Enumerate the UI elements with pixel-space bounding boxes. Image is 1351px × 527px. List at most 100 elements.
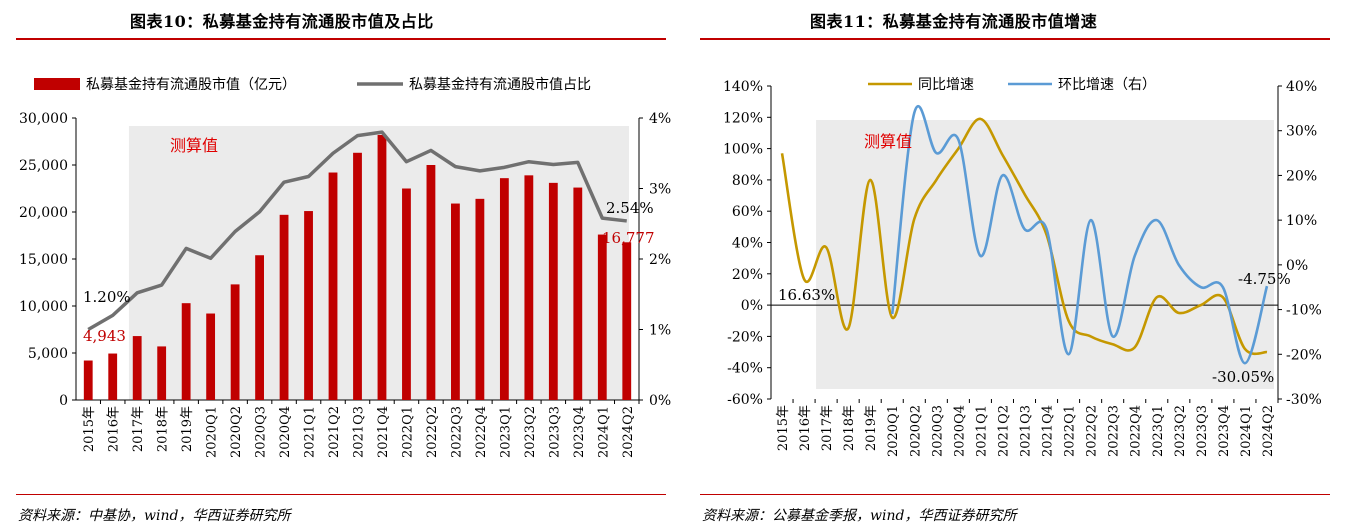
left-legend-bar-swatch (34, 78, 80, 90)
left-y2-tick-label: 2% (649, 252, 671, 268)
left-y2-tick-label: 0% (649, 393, 671, 409)
right-x-tick-label: 2022Q1 (1063, 405, 1078, 457)
right-y-tick-label: -20% (727, 329, 763, 345)
left-y-tick-label: 5,000 (28, 346, 68, 362)
left-share-line (87, 130, 627, 332)
right-x-tick-label: 2022Q3 (1107, 405, 1122, 457)
right-annotation-yoy-start: 16.63% (778, 286, 835, 304)
left-x-tick-label: 2023Q3 (547, 406, 562, 458)
right-y2-tick-label: -30% (1286, 392, 1322, 408)
left-x-tick-label: 2023Q2 (523, 406, 538, 458)
left-bar (279, 214, 289, 400)
left-bar (548, 182, 558, 400)
right-title-rule (700, 38, 1330, 40)
left-y2-tick-label: 1% (649, 323, 671, 339)
left-y-tick-label: 15,000 (19, 252, 68, 268)
left-x-tick-label: 2016年 (107, 406, 122, 452)
left-bar (83, 360, 93, 400)
right-y2-tick-label: -10% (1286, 303, 1322, 319)
right-y-tick-label: 140% (723, 79, 763, 95)
left-x-tick-label: 2021Q4 (376, 406, 391, 458)
left-bar (402, 188, 411, 400)
right-y-tick-label: 20% (732, 267, 763, 283)
left-estimate-label: 测算值 (170, 136, 218, 155)
right-x-tick-label: 2020Q1 (886, 405, 901, 457)
left-bar (622, 242, 632, 400)
left-bar (597, 234, 607, 400)
right-y-tick-label: 40% (732, 236, 763, 252)
right-x-tick-label: 2018年 (842, 405, 857, 451)
left-y2-tick-label: 3% (649, 182, 671, 198)
left-bar (426, 165, 436, 400)
right-annotation-qoq-end: -4.75% (1238, 270, 1291, 288)
left-x-tick-label: 2018年 (156, 406, 171, 452)
right-x-tick-label: 2022Q2 (1085, 405, 1100, 457)
left-title-rule (16, 38, 666, 40)
left-bar (524, 175, 534, 400)
right-shaded-estimate-region (816, 120, 1274, 389)
left-bar (108, 353, 118, 400)
right-x-tick-label: 2021Q3 (1019, 405, 1034, 457)
left-source-rule (16, 494, 666, 495)
left-bar (304, 211, 313, 400)
left-x-tick-label: 2020Q3 (254, 406, 269, 458)
right-chart-title: 图表11：私募基金持有流通股市值增速 (810, 12, 1098, 31)
right-x-tick-label: 2020Q2 (908, 405, 923, 457)
right-y2-tick-label: 10% (1286, 213, 1317, 229)
left-bar (206, 313, 216, 400)
right-x-tick-label: 2019年 (864, 405, 879, 451)
left-x-tick-label: 2021Q1 (303, 406, 318, 458)
right-y-tick-label: -40% (727, 361, 763, 377)
left-bar (573, 187, 583, 400)
left-chart-title: 图表10：私募基金持有流通股市值及占比 (130, 12, 434, 31)
left-x-tick-label: 2015年 (82, 406, 97, 452)
right-source-note: 资料来源：公募基金季报，wind，华西证券研究所 (702, 508, 1017, 524)
left-x-tick-label: 2022Q2 (425, 406, 440, 458)
right-legend-yoy-label: 同比增速 (918, 77, 974, 93)
left-x-tick-label: 2021Q2 (327, 406, 342, 458)
left-legend-line-label: 私募基金持有流通股市值占比 (409, 76, 591, 93)
left-bar (230, 284, 240, 400)
right-x-tick-label: 2023Q3 (1195, 405, 1210, 457)
left-y-tick-label: 0 (59, 393, 68, 409)
right-annotation-yoy-end: -30.05% (1212, 368, 1274, 386)
left-x-tick-label: 2023Q1 (498, 406, 513, 458)
right-y2-tick-label: -20% (1286, 347, 1322, 363)
right-y-tick-label: 0% (741, 298, 763, 314)
left-bar (132, 336, 142, 400)
left-x-tick-label: 2017年 (131, 406, 146, 452)
left-bar (377, 134, 387, 401)
right-x-tick-label: 2016年 (798, 405, 813, 451)
left-x-tick-label: 2022Q4 (474, 406, 489, 458)
right-x-tick-label: 2023Q1 (1151, 405, 1166, 457)
left-x-tick-label: 2020Q2 (229, 406, 244, 458)
left-x-tick-label: 2024Q1 (596, 406, 611, 458)
right-y-tick-label: 120% (723, 110, 763, 126)
left-x-tick-label: 2024Q2 (621, 406, 636, 458)
left-annotation-end-value: 16,777 (602, 229, 655, 247)
left-bar (181, 303, 191, 400)
right-x-tick-label: 2021Q1 (974, 405, 989, 457)
left-annotation-end-share: 2.54% (606, 199, 654, 217)
left-bar (328, 172, 338, 400)
left-x-tick-label: 2021Q3 (352, 406, 367, 458)
left-x-tick-label: 2023Q4 (572, 406, 587, 458)
right-x-tick-label: 2023Q2 (1173, 405, 1188, 457)
left-y-tick-label: 10,000 (19, 299, 68, 315)
right-y2-tick-label: 20% (1286, 168, 1317, 184)
left-legend-bar-label: 私募基金持有流通股市值（亿元） (86, 76, 296, 93)
right-x-tick-label: 2020Q4 (952, 405, 967, 457)
right-x-tick-label: 2023Q4 (1217, 405, 1232, 457)
right-x-tick-label: 2017年 (820, 405, 835, 451)
left-x-tick-label: 2020Q1 (205, 406, 220, 458)
left-x-tick-label: 2020Q4 (278, 406, 293, 458)
right-x-tick-label: 2020Q3 (930, 405, 945, 457)
right-x-tick-label: 2024Q1 (1239, 405, 1254, 457)
left-bar (157, 346, 167, 400)
right-y-tick-label: -60% (727, 392, 763, 408)
right-x-tick-label: 2022Q4 (1129, 405, 1144, 457)
right-x-tick-label: 2024Q2 (1261, 405, 1276, 457)
left-bar (499, 178, 509, 400)
left-bar (255, 255, 264, 400)
